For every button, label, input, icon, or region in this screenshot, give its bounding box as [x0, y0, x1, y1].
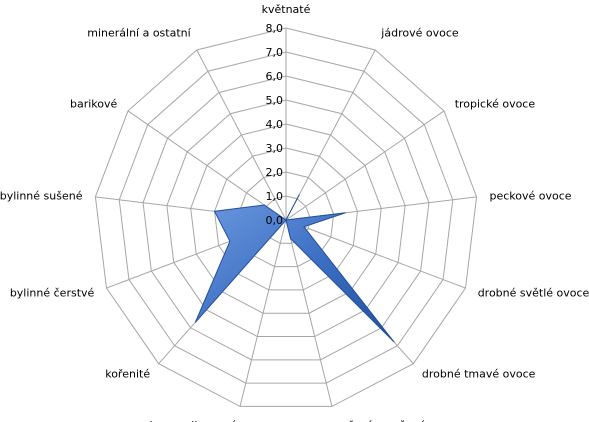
tick-label: 2,0	[266, 166, 284, 179]
category-label: květnaté	[262, 3, 311, 16]
grid-spoke	[285, 219, 466, 289]
grid-ring	[94, 27, 478, 407]
category-label: tropické ovoce	[455, 98, 536, 111]
grid-ring	[214, 147, 358, 291]
grid-spoke	[285, 219, 333, 407]
tick-label: 4,0	[266, 118, 284, 131]
grid-spoke	[239, 219, 287, 407]
category-label: karamelizované	[150, 419, 238, 422]
tick-label: 8,0	[266, 22, 284, 35]
series-layer	[194, 194, 395, 343]
category-label: vařené a sušené ovoce	[335, 419, 462, 422]
grid-rings	[94, 27, 478, 407]
category-label: barikové	[70, 98, 118, 111]
category-label: drobné tmavé ovoce	[422, 367, 536, 380]
tick-label: 6,0	[266, 70, 284, 83]
category-label: drobné světlé ovoce	[478, 287, 589, 300]
tick-label: 3,0	[266, 142, 284, 155]
grid-ring	[237, 171, 335, 268]
category-labels: květnaté jádrové ovoce tropické ovoce pecko…	[0, 3, 589, 422]
grid-spoke	[285, 49, 376, 221]
grid-ring	[142, 75, 430, 361]
category-label: jádrové ovoce	[380, 27, 459, 40]
grid-spoke	[285, 110, 445, 221]
grid-spokes	[95, 28, 477, 407]
category-label: kořenité	[105, 367, 150, 380]
grid-ring	[190, 123, 382, 314]
grid-ring	[166, 99, 406, 338]
category-label: bylinné čerstvé	[10, 287, 95, 300]
tick-labels: 0,0 1,0 2,0 3,0 4,0 5,0 6,0 7,0 8,0	[266, 22, 284, 227]
tick-label: 1,0	[266, 190, 284, 203]
category-label: peckové ovoce	[490, 189, 572, 202]
tick-label: 0,0	[266, 214, 284, 227]
category-label: minerální a ostatní	[87, 27, 191, 40]
series-area	[194, 194, 395, 343]
grid-spoke	[196, 49, 287, 221]
tick-label: 7,0	[266, 46, 284, 59]
category-label: bylinné sušené	[0, 189, 83, 202]
tick-label: 5,0	[266, 94, 284, 107]
grid-spoke	[127, 110, 287, 221]
grid-ring	[118, 51, 454, 384]
